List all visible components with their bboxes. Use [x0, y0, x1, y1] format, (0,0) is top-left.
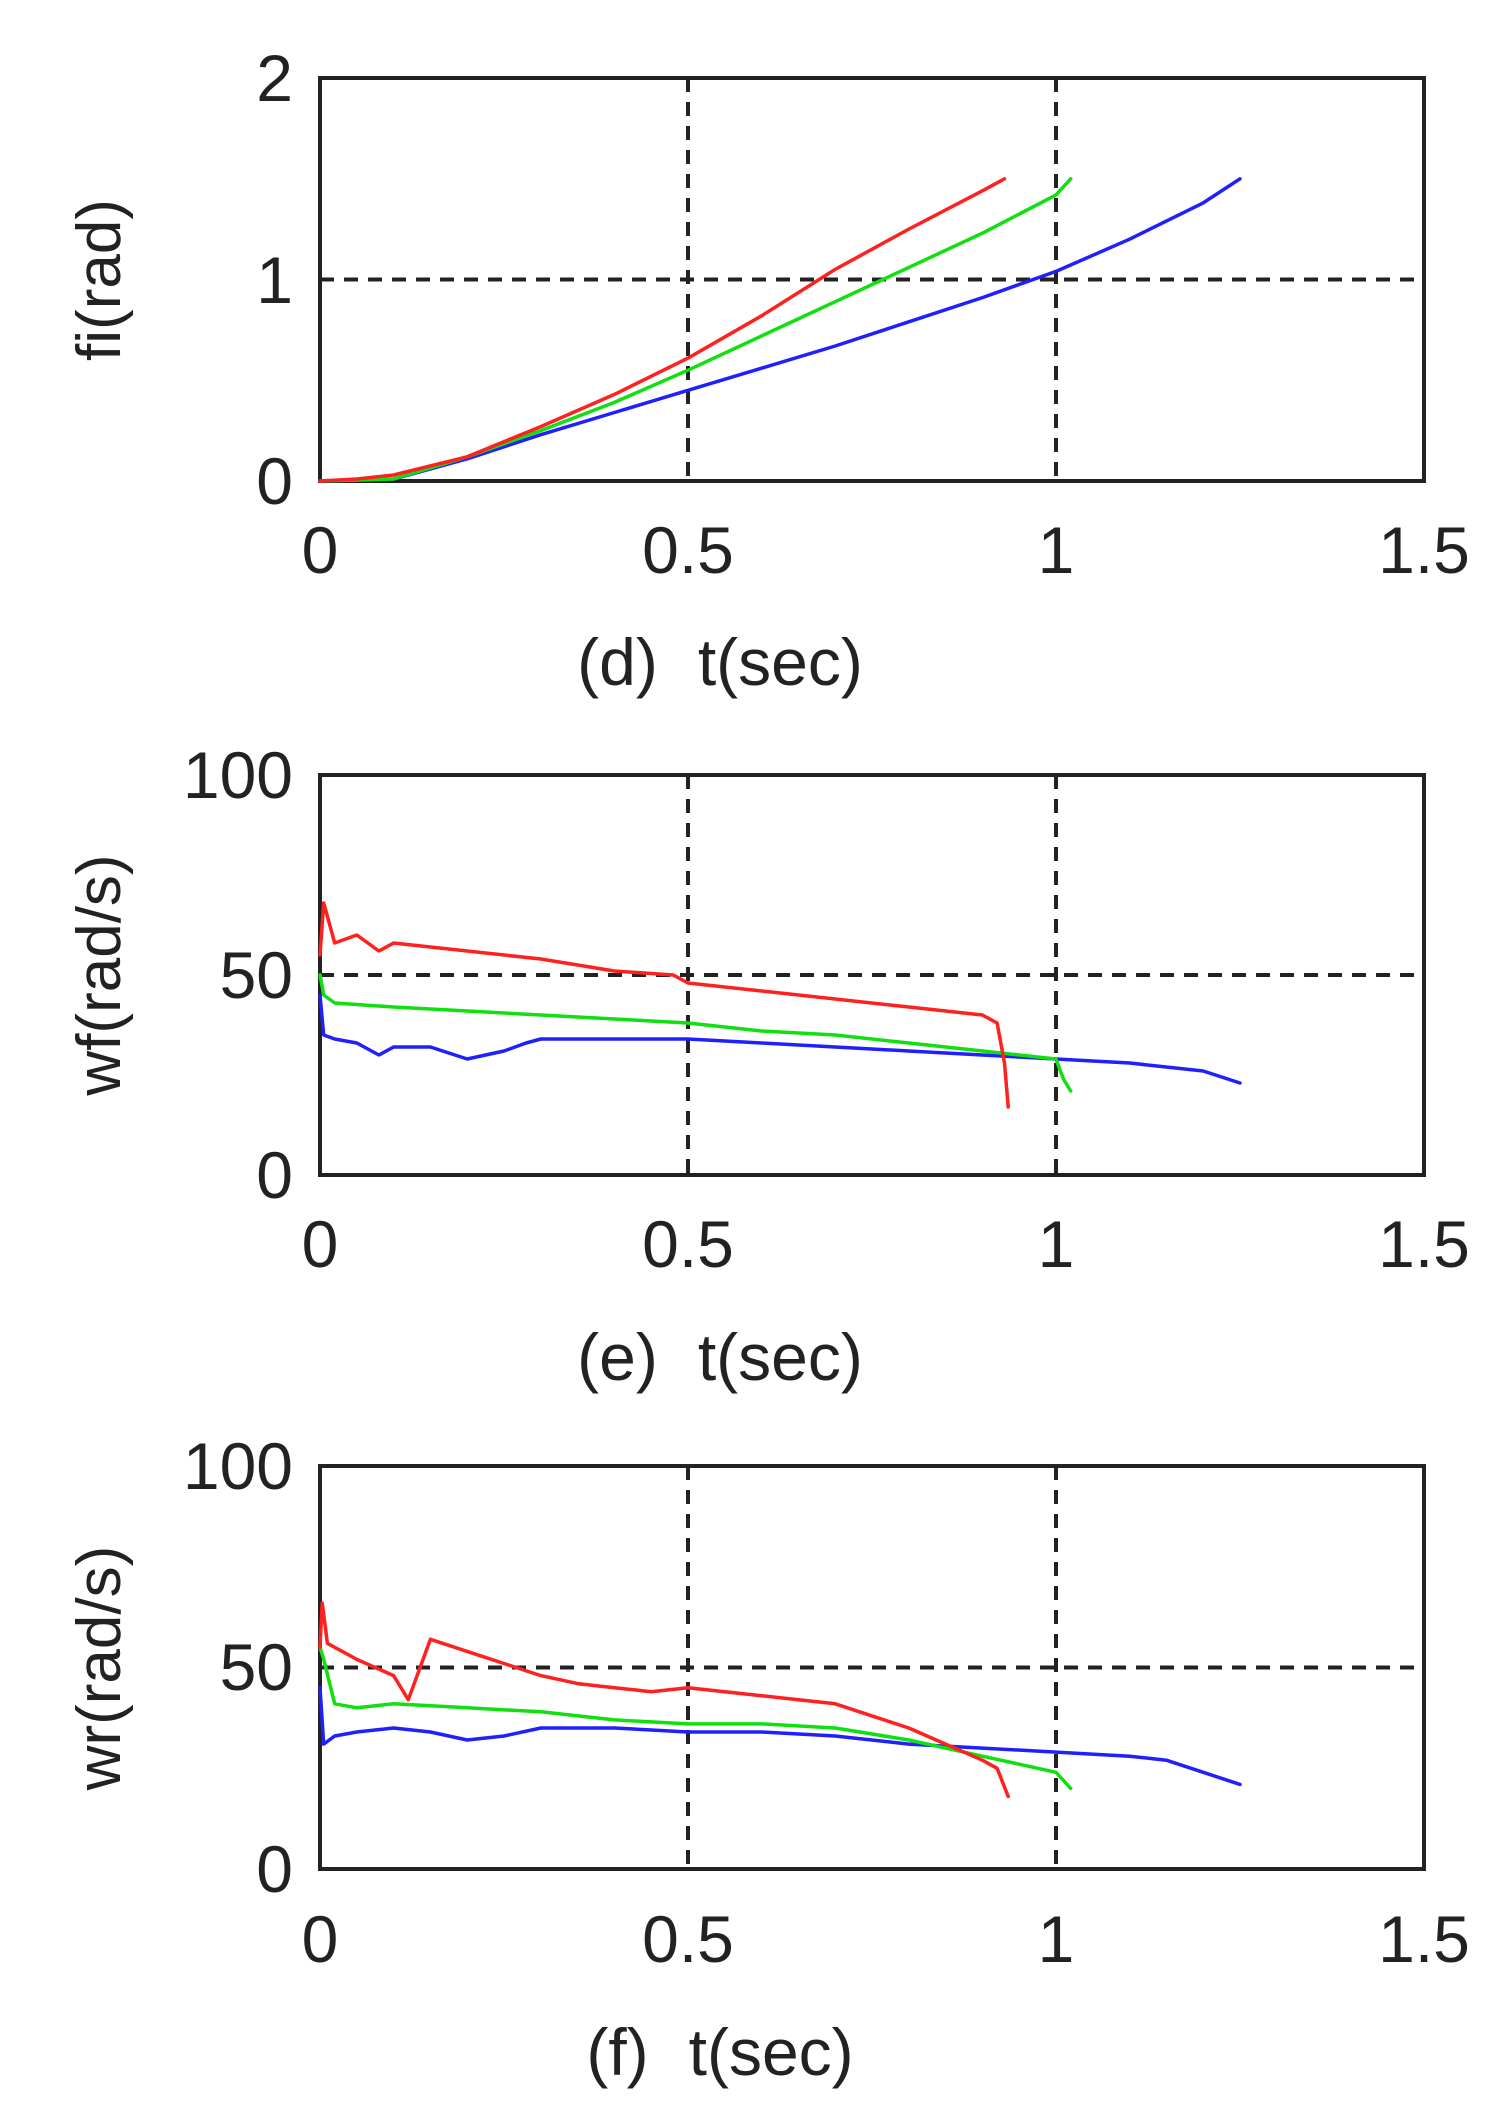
- series-line-red: [318, 1601, 1010, 1799]
- series-line-red: [318, 177, 1007, 483]
- series-line-blue: [318, 993, 1242, 1085]
- x-tick-label: 1: [1038, 1902, 1075, 1976]
- panel-label: (e): [577, 1320, 658, 1394]
- chart-panel-d: 0 0.5 1 1.5 0 1 2 fi(rad) (d) t(sec): [65, 41, 1470, 699]
- plot-lines: [318, 901, 1242, 1109]
- series-line-red: [318, 901, 1010, 1109]
- x-axis-caption: (d) t(sec): [577, 625, 863, 699]
- y-tick-label: 50: [220, 938, 293, 1012]
- x-axis-caption: (f) t(sec): [586, 2015, 853, 2089]
- x-axis-label: t(sec): [698, 1320, 863, 1394]
- gridlines: [320, 775, 1424, 1175]
- x-tick-label: 0.5: [642, 1207, 734, 1281]
- x-tick-label: 0: [302, 1207, 339, 1281]
- gridlines: [320, 78, 1424, 481]
- y-tick-labels: 0 50 100: [183, 738, 293, 1212]
- series-line-green: [318, 177, 1073, 483]
- x-tick-label: 1.5: [1378, 1207, 1470, 1281]
- y-tick-label: 0: [256, 1138, 293, 1212]
- y-tick-labels: 0 1 2: [256, 41, 293, 518]
- y-tick-label: 100: [183, 738, 293, 812]
- y-tick-label: 50: [220, 1630, 293, 1704]
- series-line-blue: [318, 177, 1242, 483]
- x-tick-label: 1: [1038, 1207, 1075, 1281]
- plot-lines: [318, 1601, 1242, 1799]
- y-axis-label: wf(rad/s): [65, 854, 134, 1096]
- x-tick-label: 1: [1038, 513, 1075, 587]
- x-tick-labels: 0 0.5 1 1.5: [302, 513, 1470, 587]
- x-axis-label: t(sec): [698, 625, 863, 699]
- panel-label: (f): [586, 2015, 648, 2089]
- y-axis-label: wr(rad/s): [65, 1546, 134, 1792]
- y-tick-label: 1: [256, 243, 293, 317]
- y-tick-label: 100: [183, 1429, 293, 1503]
- x-tick-label: 0.5: [642, 1902, 734, 1976]
- plot-lines: [318, 177, 1242, 483]
- x-tick-labels: 0 0.5 1 1.5: [302, 1207, 1470, 1281]
- series-line-green: [318, 1645, 1073, 1791]
- x-tick-label: 0.5: [642, 513, 734, 587]
- panel-label: (d): [577, 625, 658, 699]
- x-tick-label: 0: [302, 513, 339, 587]
- y-tick-label: 0: [256, 444, 293, 518]
- x-axis-caption: (e) t(sec): [577, 1320, 863, 1394]
- series-line-blue: [318, 1685, 1242, 1787]
- y-tick-label: 0: [256, 1832, 293, 1906]
- y-tick-labels: 0 50 100: [183, 1429, 293, 1906]
- x-tick-label: 0: [302, 1902, 339, 1976]
- x-tick-label: 1.5: [1378, 513, 1470, 587]
- gridlines: [320, 1466, 1424, 1869]
- y-axis-label: fi(rad): [65, 199, 134, 361]
- series-line-green: [318, 973, 1073, 1093]
- x-tick-labels: 0 0.5 1 1.5: [302, 1902, 1470, 1976]
- chart-panel-e: 0 0.5 1 1.5 0 50 100 wf(rad/s) (e) t(sec): [65, 738, 1470, 1394]
- x-axis-label: t(sec): [689, 2015, 854, 2089]
- chart-panel-f: 0 0.5 1 1.5 0 50 100 wr(rad/s) (f) t(sec): [65, 1429, 1470, 2089]
- x-tick-label: 1.5: [1378, 1902, 1470, 1976]
- y-tick-label: 2: [256, 41, 293, 115]
